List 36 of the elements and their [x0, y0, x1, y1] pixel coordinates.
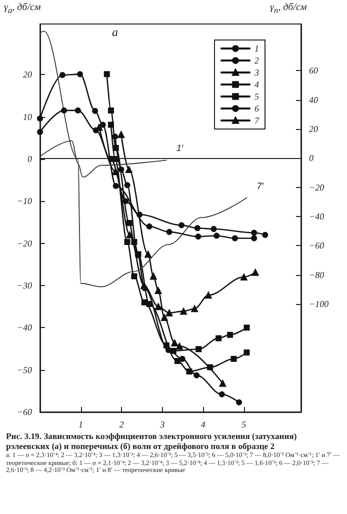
y2-tick-label: −20 [309, 182, 325, 192]
legend-label: 4 [254, 80, 260, 90]
y2-axis-title: γ$_{п}$, дб/см [270, 2, 307, 15]
legend-label: 2 [254, 56, 260, 66]
x-tick-label: 4 [200, 420, 206, 430]
legend-label: 3 [254, 68, 260, 78]
y-tick-label: −10 [16, 196, 32, 206]
y-tick-label: −40 [16, 322, 32, 333]
text: Рис. 3.19. Зависимость коэффициентов электронного усиления (затухания) рэлеевских (а) и поперечных (б) волн от дрейфового поля в образце 2 [5, 431, 298, 452]
legend-label: 7 [254, 116, 260, 126]
annotation: а [112, 25, 118, 39]
y2-tick-label: −60 [309, 240, 325, 251]
y-tick-label: 20 [23, 70, 32, 80]
x-tick-label: 5 [242, 420, 247, 430]
y-tick-label: −30 [16, 280, 32, 290]
legend-label: 1 [254, 44, 259, 54]
x-tick-label: 1 [78, 420, 84, 430]
x-tick-label: 3 [159, 420, 166, 430]
y-tick-label: −20 [16, 238, 32, 248]
y2-tick-label: 60 [309, 66, 318, 76]
y-tick-label: −50 [16, 364, 32, 375]
y-axis-title: γ$_{а}$, дб/см [4, 2, 41, 15]
y2-tick-label: 20 [309, 124, 318, 134]
y-tick-label: −60 [16, 407, 32, 417]
y-tick-label: 0 [28, 154, 32, 164]
series-label: 7′ [256, 180, 264, 191]
y2-tick-label: 0 [309, 153, 314, 164]
y2-tick-label: 40 [309, 94, 318, 105]
x-tick-label: 2 [119, 420, 124, 430]
legend-label: 6 [254, 104, 260, 114]
legend-label: 5 [254, 92, 260, 102]
y-tick-label: 10 [23, 112, 32, 122]
series-label: 1′ [176, 143, 184, 154]
y2-tick-label: −100 [309, 299, 330, 310]
y2-tick-label: −80 [309, 270, 325, 280]
y2-tick-label: −40 [309, 212, 325, 222]
